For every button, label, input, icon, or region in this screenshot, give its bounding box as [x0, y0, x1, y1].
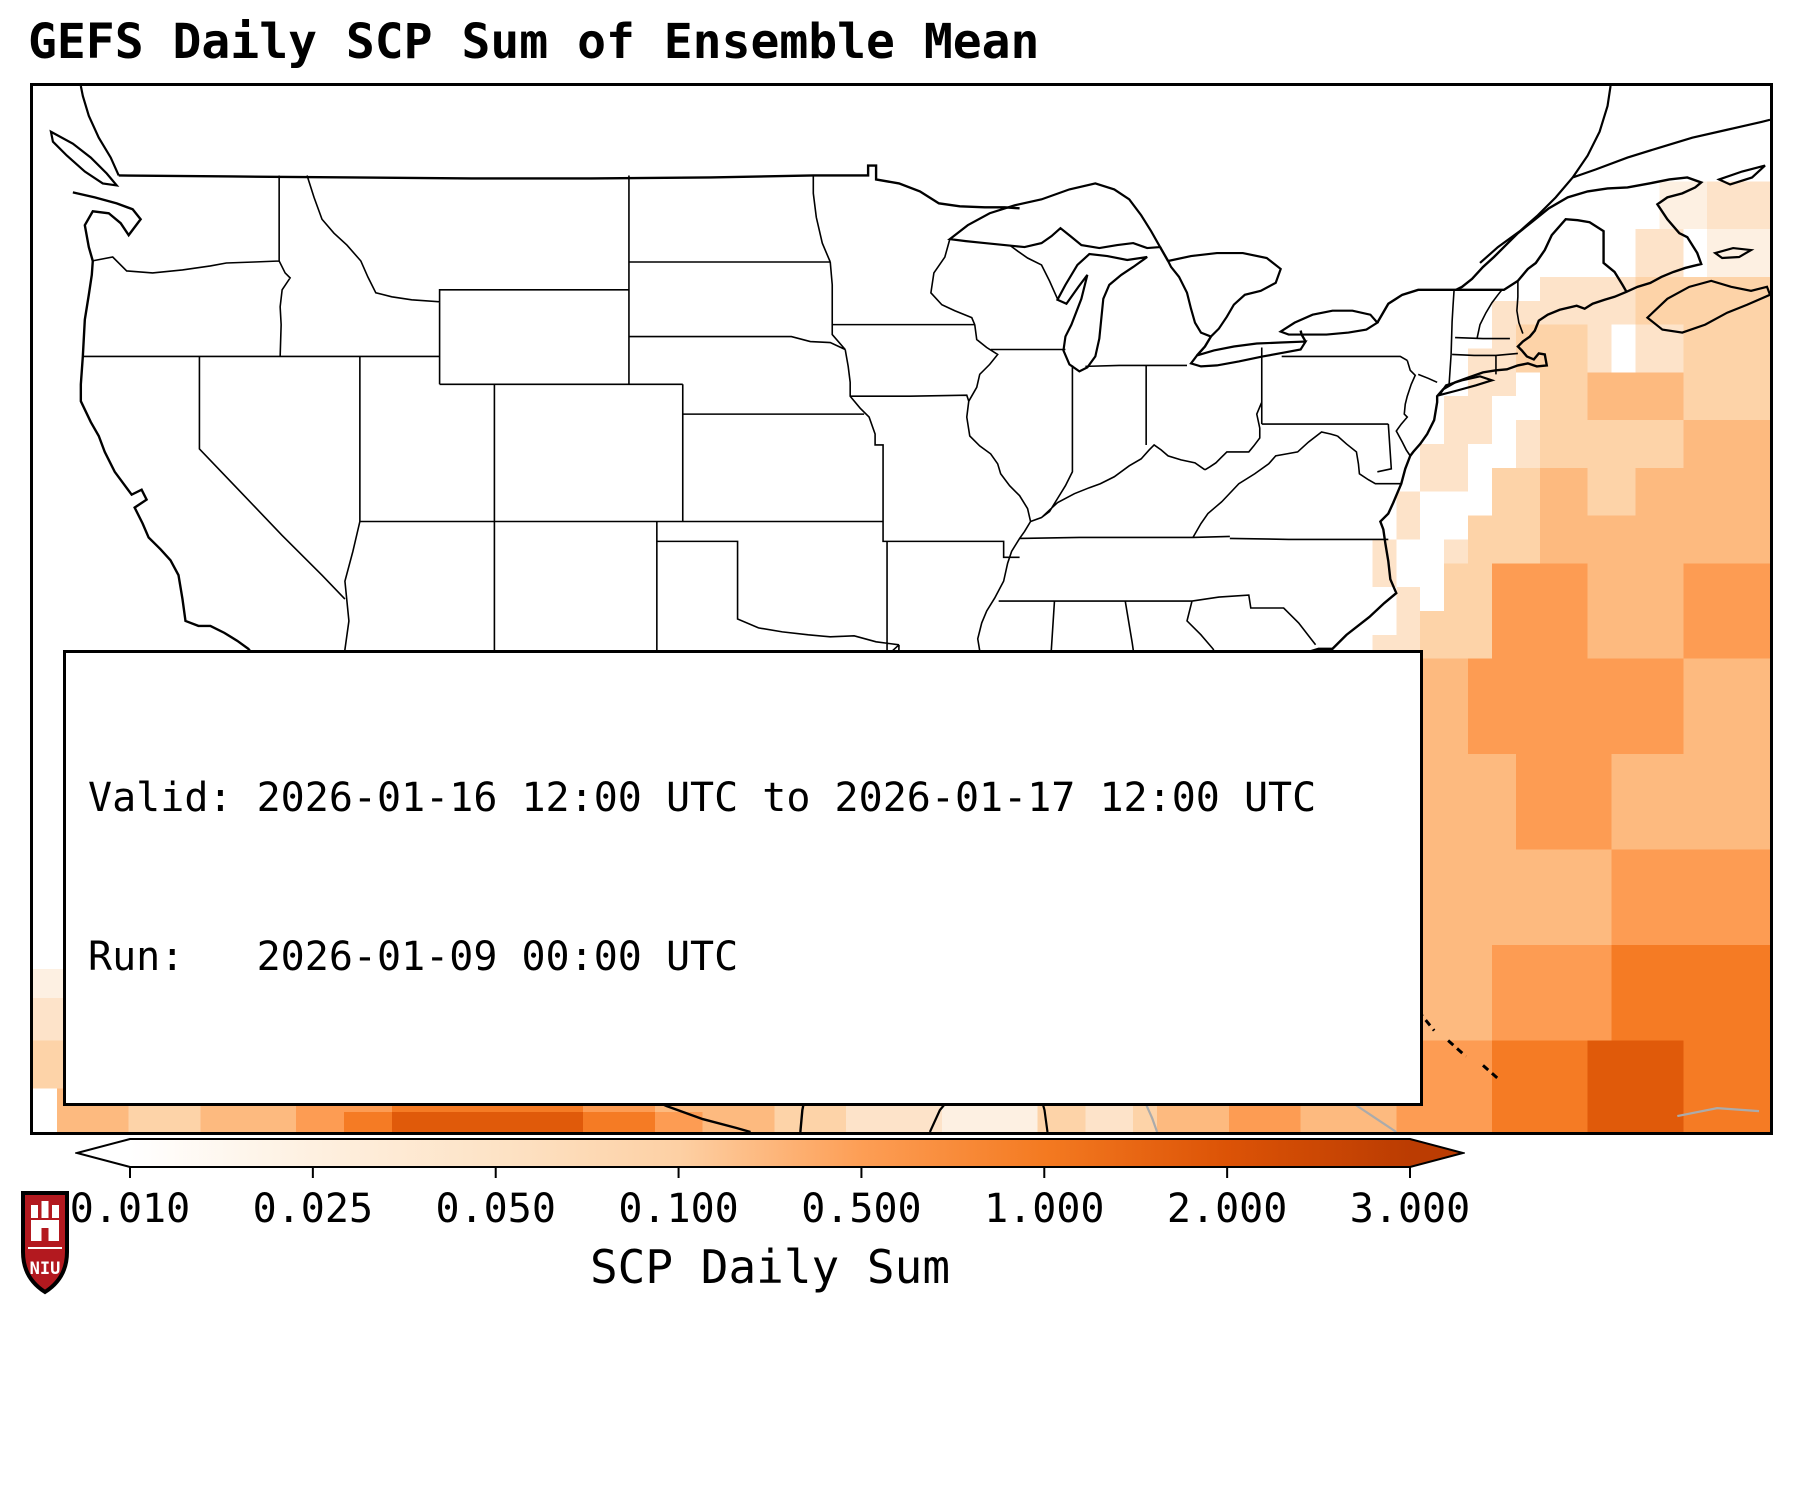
niu-logo: NIU	[20, 1190, 70, 1299]
run-time-text: Run: 2026-01-09 00:00 UTC	[88, 933, 739, 980]
heat-cell	[1491, 945, 1612, 1041]
heat-cell	[1635, 229, 1684, 277]
heat-cell	[1683, 658, 1770, 755]
heat-cell	[1468, 348, 1516, 397]
heat-cell	[1444, 396, 1492, 444]
heat-cell	[1683, 1040, 1770, 1132]
heat-cell	[1491, 1040, 1588, 1132]
heat-cell	[1611, 849, 1770, 946]
heat-cell	[1707, 181, 1770, 230]
colorbar	[75, 1138, 1465, 1178]
heat-cell	[1468, 515, 1492, 564]
heat-cell	[1635, 420, 1684, 468]
castle-door	[41, 1228, 49, 1241]
state-boundaries	[82, 175, 1524, 812]
heat-cell	[1683, 420, 1770, 468]
colorbar-tick-label: 0.050	[435, 1186, 556, 1232]
colorbar-ticks	[129, 1167, 1411, 1178]
heat-cell	[1491, 563, 1588, 659]
heat-cell	[1444, 563, 1492, 659]
heat-cell	[1587, 563, 1684, 659]
heat-cell	[1420, 754, 1516, 850]
colorbar-tick-label: 0.500	[801, 1186, 922, 1232]
heat-cell	[1659, 181, 1708, 230]
heat-cell	[583, 1112, 655, 1132]
heat-cell	[1515, 420, 1540, 468]
heat-cell	[654, 1112, 703, 1132]
heat-cell	[1563, 372, 1588, 421]
heat-cell	[1420, 658, 1469, 755]
heat-cell	[1515, 754, 1612, 850]
heat-cell	[1420, 610, 1445, 659]
map-panel: Valid: 2026-01-16 12:00 UTC to 2026-01-1…	[30, 83, 1773, 1135]
colorbar-tick-label: 2.000	[1166, 1186, 1288, 1232]
colorbar-tick-labels: 0.010 0.025 0.050 0.100 0.500 1.000 2.000 3.000	[70, 1186, 1470, 1232]
heat-cell	[1491, 467, 1540, 564]
heat-cell	[1396, 491, 1421, 540]
colorbar-tick-label: 0.100	[618, 1186, 739, 1232]
heat-cell	[1683, 372, 1770, 421]
heat-cell	[1539, 420, 1588, 468]
logo-text: NIU	[30, 1259, 61, 1279]
heat-cell	[1420, 443, 1469, 492]
heat-cell	[1539, 276, 1588, 325]
heat-cell	[1468, 658, 1564, 755]
colorbar-bar	[75, 1138, 1465, 1168]
colorbar-tick-label: 0.010	[69, 1186, 191, 1232]
heat-cell	[1683, 563, 1770, 659]
heat-cell	[1635, 467, 1770, 564]
valid-time-text: Valid: 2026-01-16 12:00 UTC to 2026-01-1…	[88, 775, 1317, 822]
heat-cell	[1587, 276, 1636, 325]
heat-cell	[1587, 420, 1636, 468]
heat-cell	[1587, 467, 1636, 516]
great-lakes	[947, 182, 1380, 373]
colorbar-tick-label: 3.000	[1349, 1186, 1471, 1232]
heat-cell	[1683, 276, 1770, 373]
colorbar-tick-label: 0.025	[252, 1186, 374, 1232]
figure-title: GEFS Daily SCP Sum of Ensemble Mean	[28, 14, 1040, 70]
validity-info-box: Valid: 2026-01-16 12:00 UTC to 2026-01-1…	[63, 649, 1423, 1106]
heat-cell	[1396, 587, 1421, 659]
heat-cell	[1444, 539, 1469, 564]
heat-cell	[343, 1112, 392, 1132]
heat-cell	[1372, 539, 1397, 588]
heat-cell	[1587, 1040, 1684, 1132]
heat-cell	[1611, 754, 1770, 850]
colorbar-tick-label: 1.000	[984, 1186, 1105, 1232]
heat-cell	[1563, 658, 1684, 755]
heat-cell	[391, 1112, 584, 1132]
heat-cell	[1515, 324, 1588, 373]
canada-border	[118, 164, 1628, 357]
niu-shield: NIU	[21, 1191, 69, 1295]
heat-cell	[1491, 849, 1612, 946]
colorbar-title: SCP Daily Sum	[589, 1240, 951, 1294]
heat-cell	[1611, 945, 1770, 1041]
